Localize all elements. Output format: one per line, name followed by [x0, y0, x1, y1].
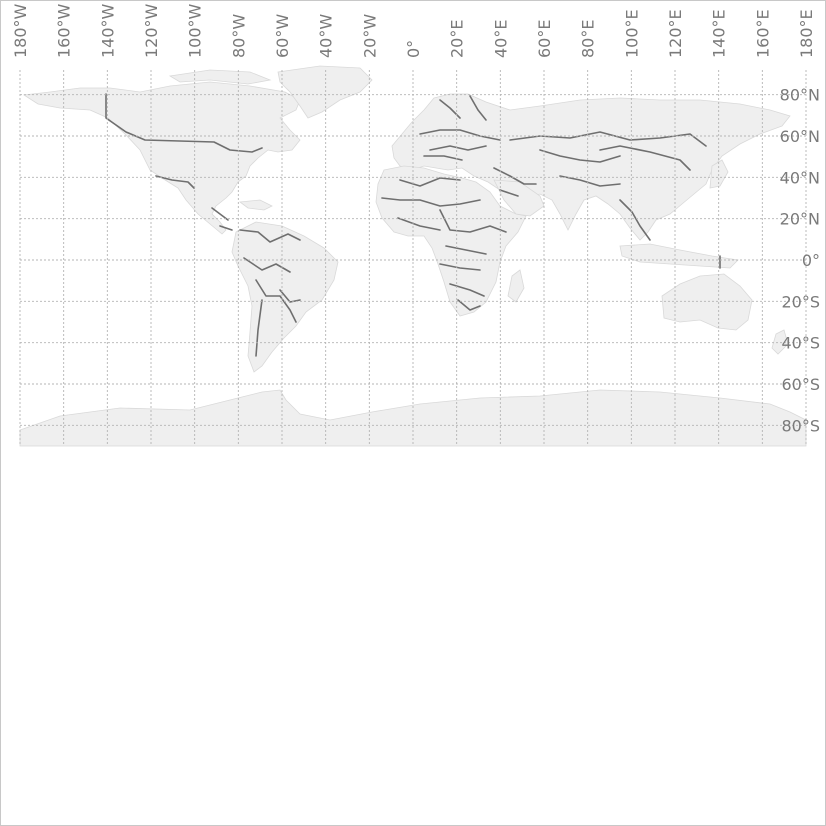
latitude-label: 20°S: [781, 292, 820, 311]
greenland: [277, 65, 373, 119]
longitude-label: 180°E: [797, 9, 816, 58]
longitude-label: 160°W: [55, 3, 74, 58]
longitude-labels: 180°W 160°W 140°W 120°W 100°W 80°W 60°W 40°W 20°…: [11, 3, 816, 58]
africa-borders: [381, 177, 507, 311]
country-borders: [105, 93, 721, 357]
middle-east-borders: [493, 167, 537, 197]
latitude-label: 40°S: [781, 334, 820, 353]
latitude-label: 40°N: [780, 168, 820, 187]
longitude-label: 0°: [404, 40, 423, 58]
longitude-label: 80°W: [229, 14, 248, 58]
longitude-label: 140°E: [710, 9, 729, 58]
longitude-label: 100°E: [622, 9, 641, 58]
central-america-borders: [211, 207, 233, 231]
latitude-label: 80°S: [781, 416, 820, 435]
europe-borders: [419, 95, 501, 161]
longitude-label: 180°W: [11, 3, 30, 58]
latitude-label: 0°: [802, 251, 820, 270]
longitude-label: 20°E: [448, 20, 467, 58]
latitude-label: 60°S: [781, 375, 820, 394]
eurasia: [391, 93, 791, 241]
longitude-label: 60°E: [535, 20, 554, 58]
graticule: [19, 70, 807, 446]
us-mexico-border: [155, 175, 195, 189]
arctic-islands: [168, 69, 272, 85]
asia-borders: [509, 131, 707, 241]
longitude-label: 40°E: [491, 20, 510, 58]
africa: [375, 165, 527, 317]
latitude-label: 80°N: [780, 86, 820, 105]
latitude-labels: 80°N 60°N 40°N 20°N 0° 20°S 40°S 60°S 80°S: [780, 86, 820, 436]
latitude-label: 20°N: [780, 210, 820, 229]
longitude-label: 100°W: [186, 3, 205, 58]
longitude-label: 160°E: [753, 9, 772, 58]
madagascar: [507, 269, 525, 303]
latitude-label: 60°N: [780, 127, 820, 146]
longitude-label: 140°W: [98, 3, 117, 58]
longitude-label: 120°W: [142, 3, 161, 58]
longitude-label: 80°E: [579, 20, 598, 58]
longitude-label: 60°W: [273, 14, 292, 58]
australia: [661, 273, 753, 331]
longitude-label: 20°W: [360, 14, 379, 58]
north-america: [22, 81, 301, 235]
caribbean: [238, 199, 273, 211]
longitude-label: 40°W: [317, 14, 336, 58]
south-america-borders: [239, 229, 301, 357]
new-zealand: [771, 329, 789, 355]
longitude-label: 120°E: [666, 9, 685, 58]
canada-us-border: [105, 93, 263, 153]
